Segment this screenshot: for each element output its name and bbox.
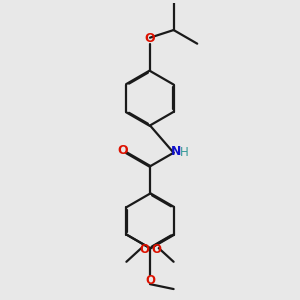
Text: O: O bbox=[118, 144, 128, 157]
Text: N: N bbox=[171, 145, 181, 158]
Text: O: O bbox=[144, 32, 155, 45]
Text: H: H bbox=[180, 146, 188, 159]
Text: O: O bbox=[151, 243, 161, 256]
Text: O: O bbox=[139, 243, 149, 256]
Text: O: O bbox=[145, 274, 155, 287]
